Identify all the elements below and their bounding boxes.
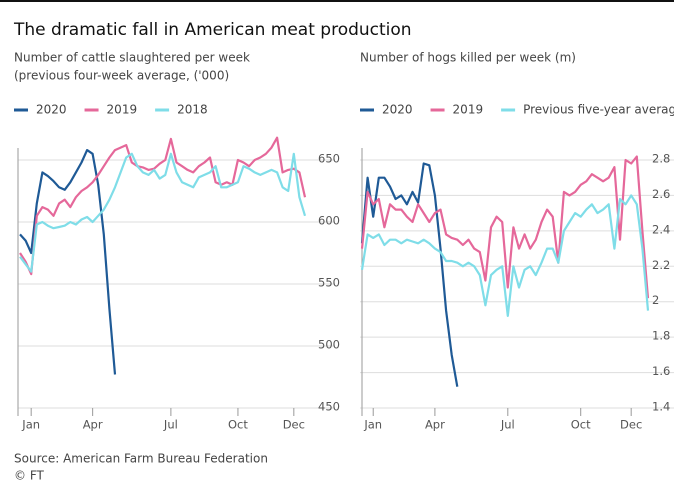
y-tick-label: 2.8 [652, 152, 670, 166]
y-tick-label: 450 [318, 400, 340, 414]
x-tick-label: Oct [571, 418, 591, 432]
y-tick-label: 2.2 [652, 258, 670, 272]
y-tick-label: 1.4 [652, 400, 670, 414]
series-line [19, 136, 307, 276]
series-line [360, 162, 459, 387]
series-line [360, 194, 650, 317]
x-tick-label: Jan [21, 418, 40, 432]
credit: © FT [14, 469, 45, 483]
x-tick-label: Dec [283, 418, 305, 432]
y-tick-label: 2.6 [652, 187, 670, 201]
chart-title: The dramatic fall in American meat produ… [13, 20, 412, 40]
x-tick-label: Jul [500, 418, 515, 432]
x-tick-label: Dec [620, 418, 642, 432]
legend-label: 2019 [107, 103, 138, 117]
legend-label: 2020 [36, 103, 67, 117]
legend-label: 2020 [382, 103, 413, 117]
y-tick-label: 650 [318, 152, 340, 166]
y-tick-label: 1.8 [652, 329, 670, 343]
y-tick-label: 2.4 [652, 222, 670, 236]
subtitle: (previous four-week average, ('000) [14, 69, 229, 83]
legend-label: Previous five-year average [523, 103, 674, 117]
x-tick-label: Oct [228, 418, 248, 432]
y-tick-label: 600 [318, 214, 340, 228]
y-tick-label: 500 [318, 338, 340, 352]
legend-label: 2019 [453, 103, 484, 117]
x-tick-label: Apr [83, 418, 103, 432]
subtitle: Number of cattle slaughtered per week [14, 51, 250, 65]
series-line [19, 152, 307, 273]
source: Source: American Farm Bureau Federation [14, 452, 268, 466]
series-line [360, 155, 650, 299]
series-line [19, 149, 117, 375]
y-tick-label: 2 [652, 293, 659, 307]
x-tick-label: Jul [163, 418, 178, 432]
subtitle: Number of hogs killed per week (m) [360, 51, 576, 65]
x-tick-label: Apr [425, 418, 445, 432]
legend-label: 2018 [177, 103, 208, 117]
y-tick-label: 1.6 [652, 364, 670, 378]
x-tick-label: Jan [363, 418, 382, 432]
y-tick-label: 550 [318, 276, 340, 290]
